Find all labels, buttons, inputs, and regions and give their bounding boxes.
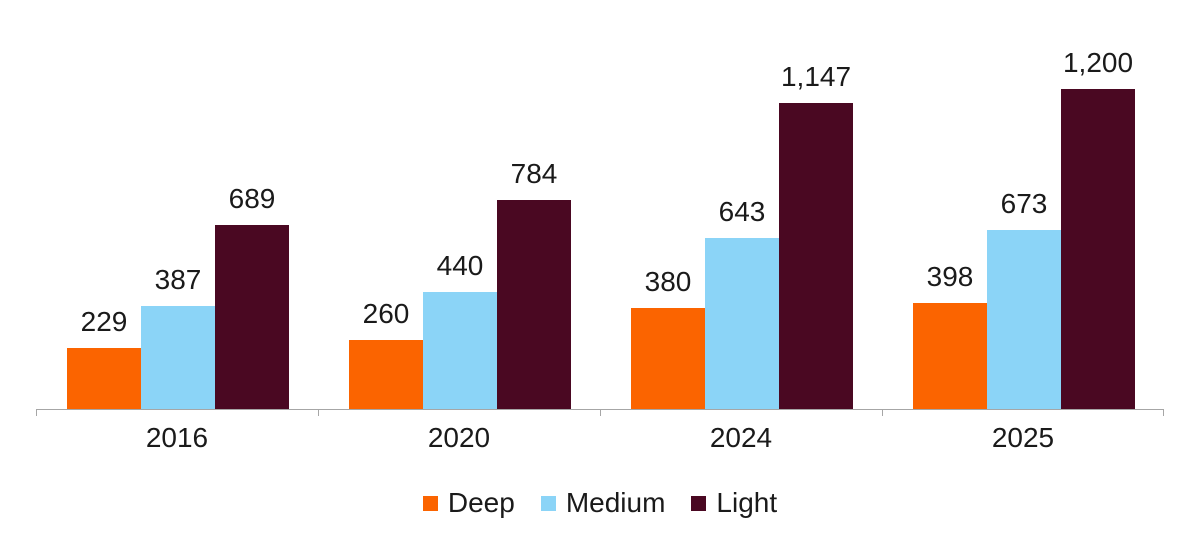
bar-light-2024	[779, 103, 853, 409]
data-label-light-2016: 689	[228, 183, 276, 214]
bar-group-2016: 229 387 689	[36, 89, 318, 409]
x-axis-tick	[318, 409, 319, 416]
bar-deep-2016	[67, 348, 141, 409]
x-axis-label-2025: 2025	[991, 422, 1055, 453]
data-label-medium-2024: 643	[718, 196, 766, 227]
bar-light-2016	[215, 225, 289, 409]
data-label-deep-2024: 380	[644, 266, 692, 297]
bar-deep-2020	[349, 340, 423, 409]
bar-medium-2016	[141, 306, 215, 409]
data-label-deep-2016: 229	[80, 306, 128, 337]
x-axis-tick	[600, 409, 601, 416]
bar-group-2020: 260 440 784	[318, 89, 600, 409]
bar-group-2025: 398 673 1,200	[882, 49, 1164, 409]
x-axis-tick	[36, 409, 37, 416]
data-label-medium-2016: 387	[154, 264, 202, 295]
legend-label: Deep	[447, 487, 515, 518]
legend-swatch-icon	[540, 495, 556, 511]
bar-medium-2020	[423, 292, 497, 409]
x-axis-tick	[882, 409, 883, 416]
bar-group-2024: 380 643 1,147	[600, 63, 882, 409]
plot-area: 229 387 689 260 440 784 380 643 1,147 398 673 1,200	[36, 49, 1164, 416]
x-axis-label-2016: 2016	[145, 422, 209, 453]
bar-medium-2024	[705, 238, 779, 409]
legend: Deep Medium Light	[0, 486, 1200, 520]
data-label-light-2024: 1,147	[780, 61, 852, 92]
bar-deep-2024	[631, 308, 705, 409]
data-label-medium-2020: 440	[436, 250, 484, 281]
x-axis-tick	[1163, 409, 1164, 416]
data-label-light-2025: 1,200	[1062, 47, 1134, 78]
x-axis-label-2024: 2024	[709, 422, 773, 453]
legend-item-light: Light	[691, 489, 777, 517]
bar-medium-2025	[987, 230, 1061, 409]
data-label-deep-2025: 398	[926, 261, 974, 292]
legend-item-medium: Medium	[540, 487, 666, 518]
bar-light-2020	[497, 200, 571, 409]
legend-item-deep: Deep	[422, 487, 515, 518]
data-label-medium-2025: 673	[1000, 188, 1048, 219]
legend-label: Light	[716, 487, 778, 518]
x-axis-label-2020: 2020	[427, 422, 491, 453]
x-axis-labels: 2016 2020 2024 2025	[36, 422, 1164, 454]
bar-deep-2025	[913, 303, 987, 409]
data-label-deep-2020: 260	[362, 298, 410, 329]
bar-light-2025	[1061, 89, 1135, 409]
legend-swatch-icon	[691, 495, 707, 511]
data-label-light-2020: 784	[510, 158, 558, 189]
legend-label: Medium	[565, 487, 666, 518]
legend-swatch-icon	[422, 495, 438, 511]
